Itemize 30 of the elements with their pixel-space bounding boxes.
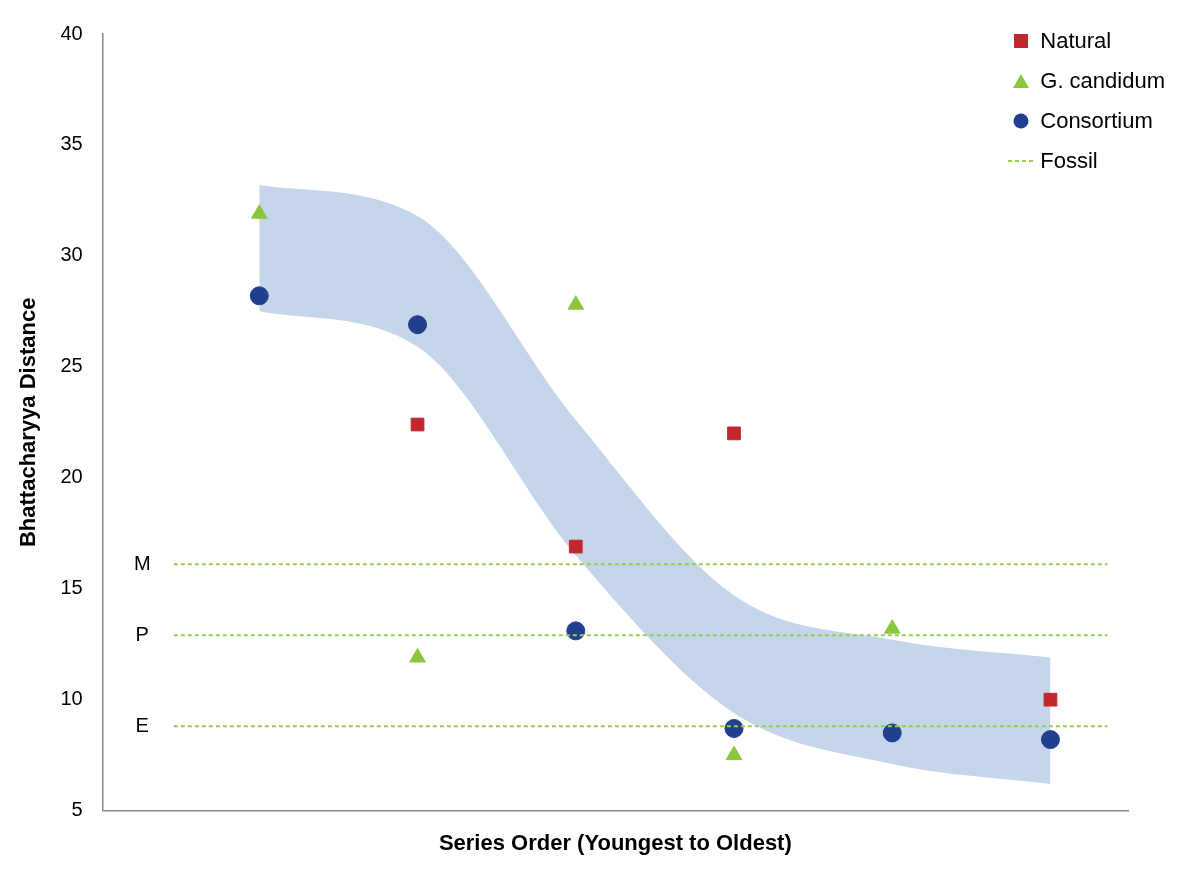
point — [410, 417, 425, 432]
legend-label: G. candidum — [1040, 68, 1165, 94]
y-tick-label: 5 — [71, 798, 83, 821]
point — [566, 621, 586, 641]
x-axis-title: Series Order (Youngest to Oldest) — [438, 829, 792, 855]
point — [727, 426, 741, 441]
point — [409, 648, 426, 663]
y-tick-label: 15 — [60, 576, 83, 599]
point — [883, 619, 901, 634]
point — [568, 539, 583, 554]
y-tick-label: 35 — [60, 132, 83, 155]
point — [724, 719, 744, 738]
legend-label: Natural — [1040, 28, 1112, 54]
y-tick-label: 30 — [60, 243, 83, 266]
point — [1043, 692, 1058, 707]
point — [725, 745, 743, 761]
y-tick-label: 10 — [60, 687, 83, 710]
ref-line-label: P — [135, 622, 149, 645]
y-tick-label: 40 — [60, 21, 83, 44]
point — [408, 315, 428, 335]
legend-label: Fossil — [1040, 148, 1098, 174]
point — [249, 286, 269, 306]
y-tick-label: 20 — [60, 465, 83, 488]
ref-line-label: E — [135, 713, 149, 736]
ref-line-label: M — [133, 551, 151, 574]
legend-label: Consortium — [1040, 108, 1153, 134]
y-tick-label: 25 — [60, 354, 83, 377]
point — [1040, 730, 1060, 750]
point — [882, 723, 902, 743]
y-axis-title: Bhattacharyya Distance — [15, 297, 41, 548]
